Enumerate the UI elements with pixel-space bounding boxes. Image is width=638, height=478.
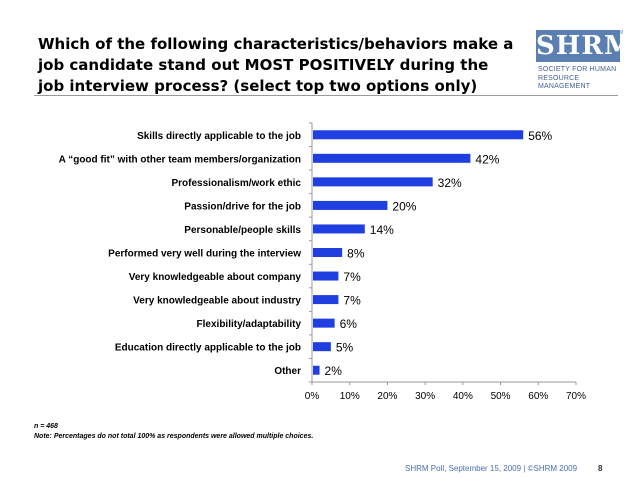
category-label: Skills directly applicable to the job xyxy=(137,131,301,142)
bar xyxy=(313,224,365,234)
logo-wordmark: SHRM xyxy=(536,31,634,61)
x-tick-label: 0% xyxy=(305,391,320,402)
x-tick-label: 70% xyxy=(566,391,586,402)
category-label: Very knowledgeable about company xyxy=(129,272,302,283)
percentage-note: Note: Percentages do not total 100% as r… xyxy=(34,433,314,440)
category-label: Personable/people skills xyxy=(184,225,301,236)
data-label: 8% xyxy=(347,247,365,261)
bar xyxy=(313,365,320,375)
x-tick-label: 50% xyxy=(491,391,511,402)
bar xyxy=(313,342,331,352)
bar xyxy=(313,200,388,210)
category-label: Performed very well during the interview xyxy=(108,249,301,260)
data-label: 6% xyxy=(340,317,358,331)
category-label: Professionalism/work ethic xyxy=(172,178,302,189)
page-number: 8 xyxy=(598,464,603,473)
title-divider xyxy=(34,95,618,96)
category-label: Other xyxy=(274,366,301,377)
bar xyxy=(313,177,433,187)
category-label: Education directly applicable to the job xyxy=(115,343,301,354)
data-label: 42% xyxy=(475,152,499,166)
bar-chart: 0% 10% 20% 30% 40% 50% 60% 70% Skills directly a… xyxy=(59,122,586,402)
shrm-logo: SHRM TM SOCIETY FOR HUMAN RESOURCE MANAG… xyxy=(536,30,634,90)
data-label: 20% xyxy=(392,199,416,213)
bar xyxy=(313,130,524,140)
category-label: A “good fit” with other team members/org… xyxy=(59,154,301,165)
x-tick-label: 20% xyxy=(377,391,397,402)
data-label: 7% xyxy=(343,270,361,284)
bar xyxy=(313,153,471,163)
category-label: Passion/drive for the job xyxy=(184,201,301,212)
bar xyxy=(313,318,335,328)
category-label: Flexibility/adaptability xyxy=(197,319,302,330)
chart-title: Which of the following characteristics/b… xyxy=(38,35,514,95)
data-label: 2% xyxy=(325,364,343,378)
bar xyxy=(313,295,339,305)
data-label: 7% xyxy=(343,294,361,308)
x-tick-label: 40% xyxy=(453,391,473,402)
x-tick-label: 10% xyxy=(340,391,360,402)
category-label: Very knowledgeable about industry xyxy=(133,296,301,307)
bar xyxy=(313,271,339,281)
data-label: 56% xyxy=(528,129,552,143)
footer-source: SHRM Poll, September 15, 2009 | ©SHRM 20… xyxy=(405,464,578,473)
data-label: 32% xyxy=(438,176,462,190)
data-label: 14% xyxy=(370,223,394,237)
logo-subtitle-line2: RESOURCE MANAGEMENT xyxy=(538,75,591,90)
logo-box: SHRM xyxy=(536,30,634,62)
logo-subtitle-line1: SOCIETY FOR HUMAN xyxy=(538,66,617,73)
x-tick-label: 60% xyxy=(528,391,548,402)
x-tick-label: 30% xyxy=(415,391,435,402)
sample-size-note: n = 468 xyxy=(34,423,58,430)
bar xyxy=(313,248,343,257)
data-label: 5% xyxy=(336,341,354,355)
logo-trademark: TM xyxy=(616,30,624,36)
